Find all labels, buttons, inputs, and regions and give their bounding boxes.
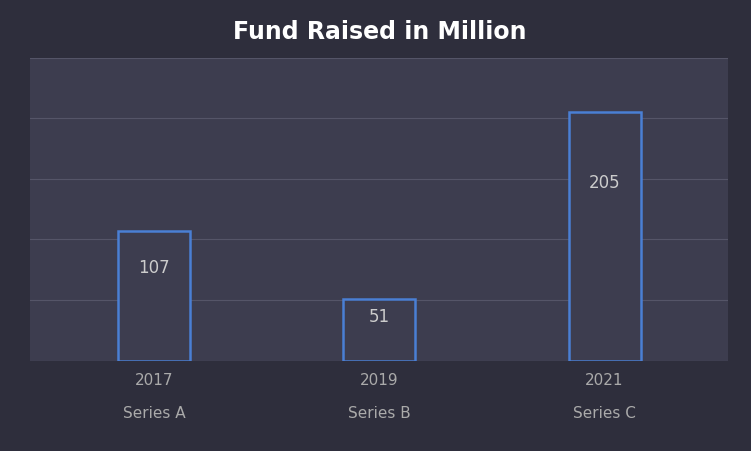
Bar [118, 231, 190, 361]
Bar [569, 113, 641, 361]
Text: 51: 51 [369, 308, 390, 326]
Text: Series B: Series B [348, 405, 411, 420]
Title: Fund Raised in Million: Fund Raised in Million [233, 20, 526, 44]
Text: Series C: Series C [573, 405, 636, 420]
Bar [343, 299, 415, 361]
Text: Series A: Series A [122, 405, 185, 420]
Text: 107: 107 [138, 259, 170, 276]
Text: 205: 205 [589, 174, 620, 191]
